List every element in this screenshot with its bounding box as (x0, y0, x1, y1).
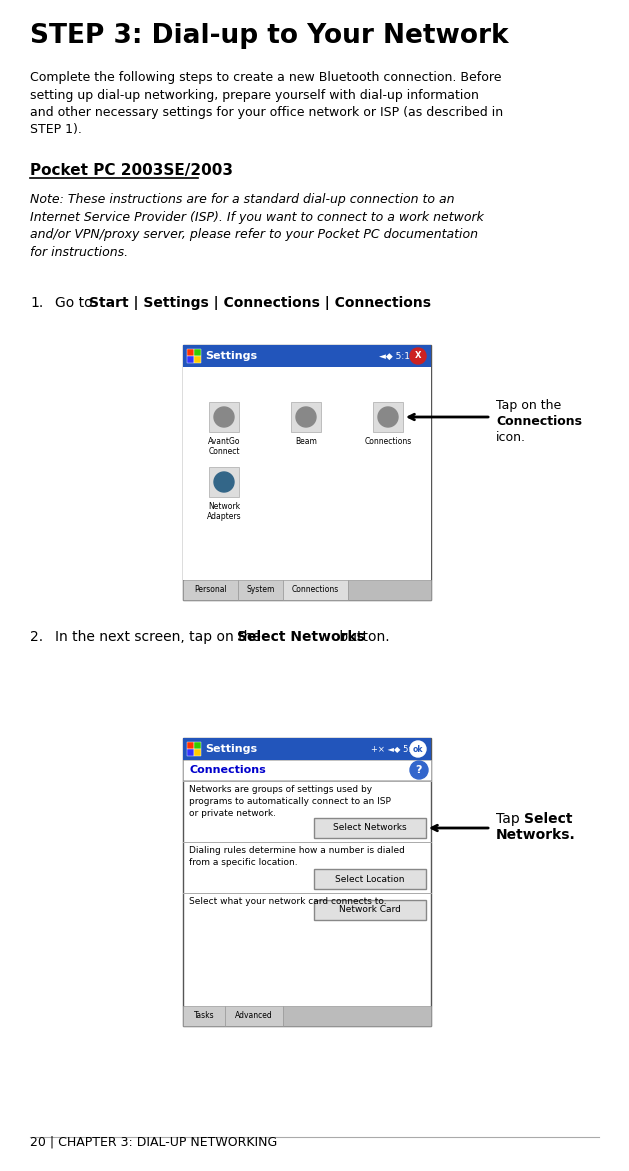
Text: button.: button. (335, 630, 389, 644)
Text: ◄◆ 5:15: ◄◆ 5:15 (379, 351, 416, 361)
Text: +× ◄◆ 5:37: +× ◄◆ 5:37 (371, 745, 422, 753)
FancyBboxPatch shape (183, 367, 431, 580)
FancyBboxPatch shape (183, 345, 431, 600)
Text: Pocket PC 2003SE/2003: Pocket PC 2003SE/2003 (30, 163, 233, 178)
Text: Connections: Connections (189, 765, 265, 775)
FancyBboxPatch shape (283, 580, 348, 600)
Text: icon.: icon. (496, 431, 526, 444)
Text: 1.: 1. (30, 296, 43, 310)
FancyBboxPatch shape (373, 402, 403, 432)
FancyBboxPatch shape (283, 1006, 431, 1026)
FancyBboxPatch shape (183, 580, 238, 600)
Text: In the next screen, tap on the: In the next screen, tap on the (55, 630, 265, 644)
Text: Select Networks: Select Networks (237, 630, 365, 644)
FancyBboxPatch shape (314, 900, 426, 920)
Text: Beam: Beam (295, 437, 317, 446)
Text: X: X (415, 351, 421, 361)
Circle shape (296, 408, 316, 427)
FancyBboxPatch shape (183, 738, 431, 760)
Text: Select Location: Select Location (335, 875, 404, 883)
Circle shape (410, 761, 428, 779)
FancyBboxPatch shape (194, 742, 201, 749)
Text: Connections: Connections (364, 437, 411, 446)
Text: Dialing rules determine how a number is dialed
from a specific location.: Dialing rules determine how a number is … (189, 845, 405, 867)
FancyBboxPatch shape (348, 580, 431, 600)
FancyBboxPatch shape (194, 349, 201, 356)
FancyBboxPatch shape (183, 738, 431, 1026)
FancyBboxPatch shape (225, 1006, 283, 1026)
FancyBboxPatch shape (314, 819, 426, 838)
Text: Connections: Connections (496, 415, 582, 427)
FancyBboxPatch shape (209, 402, 239, 432)
Text: .: . (371, 296, 376, 310)
Text: Select Networks: Select Networks (333, 823, 407, 833)
FancyBboxPatch shape (291, 402, 321, 432)
Text: Connections: Connections (292, 586, 339, 595)
Text: Tasks: Tasks (194, 1012, 214, 1020)
FancyBboxPatch shape (314, 869, 426, 889)
Text: AvantGo
Connect: AvantGo Connect (208, 437, 240, 457)
Text: Network Card: Network Card (339, 905, 401, 915)
Text: Select what your network card connects to.: Select what your network card connects t… (189, 897, 387, 906)
Text: 2.: 2. (30, 630, 43, 644)
FancyBboxPatch shape (183, 345, 431, 367)
FancyBboxPatch shape (194, 749, 201, 756)
Text: Networks.: Networks. (496, 828, 576, 842)
FancyBboxPatch shape (187, 349, 194, 356)
FancyBboxPatch shape (183, 760, 431, 780)
Text: Personal: Personal (194, 586, 227, 595)
Text: Note: These instructions are for a standard dial-up connection to an
Internet Se: Note: These instructions are for a stand… (30, 193, 484, 259)
FancyBboxPatch shape (187, 742, 194, 749)
Text: Advanced: Advanced (235, 1012, 273, 1020)
Text: Select: Select (524, 812, 572, 826)
FancyBboxPatch shape (187, 749, 194, 756)
Text: 20 | CHAPTER 3: DIAL-UP NETWORKING: 20 | CHAPTER 3: DIAL-UP NETWORKING (30, 1136, 277, 1149)
Text: Tap: Tap (496, 812, 524, 826)
FancyBboxPatch shape (238, 580, 283, 600)
Text: System: System (247, 586, 275, 595)
Text: STEP 3: Dial-up to Your Network: STEP 3: Dial-up to Your Network (30, 23, 509, 49)
Circle shape (378, 408, 398, 427)
Text: Settings: Settings (205, 351, 257, 361)
Text: Start | Settings | Connections | Connections: Start | Settings | Connections | Connect… (89, 296, 431, 310)
Text: ok: ok (413, 745, 423, 753)
Text: Networks are groups of settings used by
programs to automatically connect to an : Networks are groups of settings used by … (189, 785, 391, 817)
Text: Complete the following steps to create a new Bluetooth connection. Before
settin: Complete the following steps to create a… (30, 71, 503, 137)
FancyBboxPatch shape (187, 356, 194, 363)
Text: Go to: Go to (55, 296, 97, 310)
Circle shape (214, 472, 234, 492)
Circle shape (214, 408, 234, 427)
FancyBboxPatch shape (183, 1006, 225, 1026)
Text: Network
Adapters: Network Adapters (207, 502, 242, 521)
Text: Settings: Settings (205, 744, 257, 754)
Text: Tap on the: Tap on the (496, 399, 561, 412)
Circle shape (410, 741, 426, 756)
FancyBboxPatch shape (209, 467, 239, 497)
FancyBboxPatch shape (194, 356, 201, 363)
FancyBboxPatch shape (187, 349, 201, 363)
Circle shape (410, 348, 426, 364)
Text: ?: ? (416, 765, 422, 775)
